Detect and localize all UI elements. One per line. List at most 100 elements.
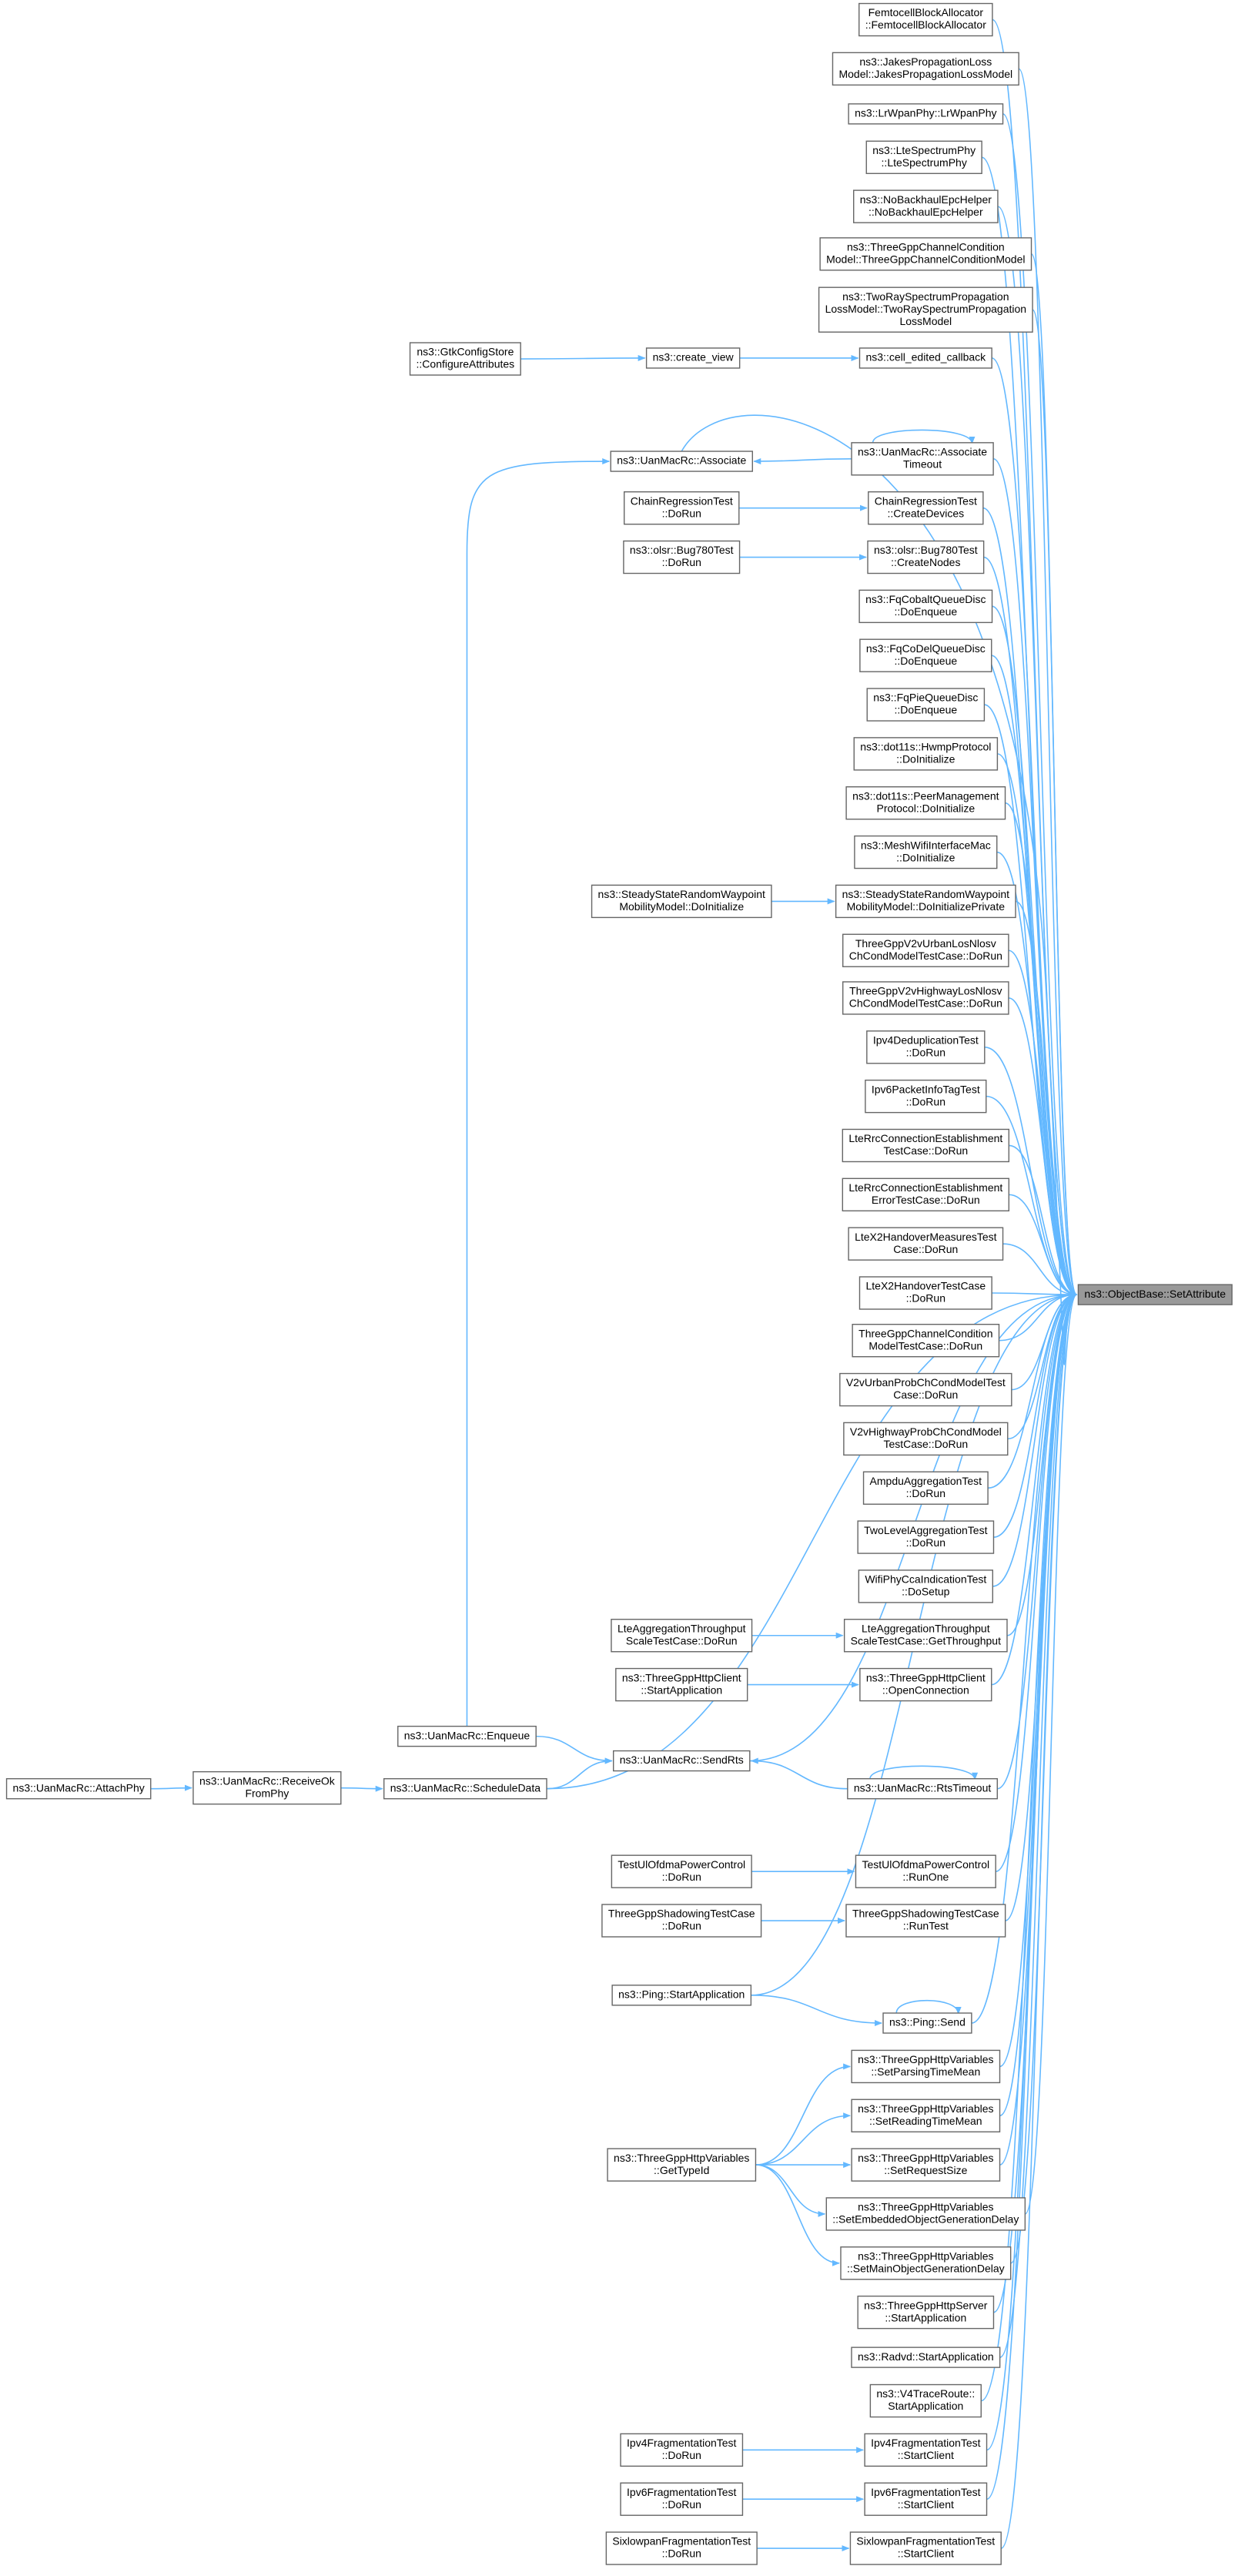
node-box — [591, 884, 772, 919]
function-node[interactable]: ns3::JakesPropagationLossModel::JakesPro… — [832, 52, 1019, 86]
node-box — [842, 981, 1009, 1015]
function-node[interactable]: LteAggregationThroughputScaleTestCase::D… — [611, 1619, 753, 1653]
function-node[interactable]: ns3::FqCoDelQueueDisc::DoEnqueue — [859, 638, 992, 672]
function-node[interactable]: WifiPhyCcaIndicationTest::DoSetup — [858, 1569, 993, 1603]
function-node[interactable]: ns3::FqPieQueueDisc::DoEnqueue — [866, 688, 986, 722]
function-node[interactable]: ns3::UanMacRc::RtsTimeout — [847, 1778, 998, 1800]
node-label: ::DoInitialize — [896, 851, 955, 863]
node-label: ns3::NoBackhaulEpcHelper — [860, 193, 992, 206]
function-node[interactable]: Ipv6FragmentationTest::StartClient — [864, 2482, 988, 2516]
node-box — [847, 1778, 998, 1800]
node-label: ThreeGppShadowingTestCase — [608, 1908, 755, 1920]
call-edge — [536, 1735, 613, 1764]
function-node[interactable]: ThreeGppShadowingTestCase::RunTest — [845, 1904, 1006, 1938]
function-node[interactable]: ThreeGppShadowingTestCase::DoRun — [601, 1904, 762, 1938]
function-node[interactable]: ns3::Radvd::StartApplication — [851, 2347, 1001, 2368]
function-node[interactable]: ns3::ThreeGppHttpVariables::SetMainObjec… — [840, 2246, 1012, 2280]
function-node[interactable]: ns3::Ping::Send — [882, 2012, 972, 2034]
node-label: TestUlOfdmaPowerControl — [617, 1858, 745, 1871]
function-node[interactable]: SixlowpanFragmentationTest::StartClient — [849, 2531, 1002, 2565]
function-node[interactable]: ns3::LrWpanPhy::LrWpanPhy — [848, 103, 1004, 125]
function-node[interactable]: TestUlOfdmaPowerControl::DoRun — [611, 1854, 752, 1888]
function-node[interactable]: ns3::UanMacRc::SendRts — [613, 1750, 751, 1772]
function-node[interactable]: ChainRegressionTest::CreateDevices — [868, 491, 984, 525]
function-node[interactable]: ThreeGppV2vHighwayLosNlosvChCondModelTes… — [842, 981, 1009, 1015]
function-node[interactable]: Ipv6PacketInfoTagTest::DoRun — [865, 1079, 987, 1114]
node-label: TestUlOfdmaPowerControl — [862, 1858, 989, 1871]
function-node[interactable]: ns3::UanMacRc::Enqueue — [397, 1725, 537, 1747]
function-node[interactable]: Ipv4FragmentationTest::StartClient — [864, 2433, 988, 2467]
function-node[interactable]: FemtocellBlockAllocator::FemtocellBlockA… — [858, 2, 993, 37]
function-node[interactable]: ns3::Ping::StartApplication — [611, 1985, 752, 2006]
node-box — [865, 140, 982, 174]
function-node[interactable]: ns3::SteadyStateRandomWaypointMobilityMo… — [591, 884, 772, 919]
call-edge — [1008, 997, 1078, 1298]
node-label: ::OpenConnection — [882, 1683, 969, 1696]
function-node[interactable]: ns3::LteSpectrumPhy::LteSpectrumPhy — [865, 140, 982, 174]
function-node[interactable]: ns3::UanMacRc::ScheduleData — [383, 1778, 547, 1800]
function-node[interactable]: ns3::dot11s::HwmpProtocol::DoInitialize — [853, 737, 999, 771]
call-edge — [992, 18, 1078, 1298]
function-node[interactable]: TestUlOfdmaPowerControl::RunOne — [855, 1854, 996, 1888]
node-box — [192, 1770, 342, 1805]
node-box — [868, 491, 984, 525]
function-node[interactable]: ns3::ThreeGppHttpClient::StartApplicatio… — [615, 1667, 748, 1702]
function-node[interactable]: ns3::ThreeGppChannelConditionModel::Thre… — [819, 237, 1032, 271]
function-node[interactable]: ns3::NoBackhaulEpcHelper::NoBackhaulEpcH… — [853, 189, 999, 223]
function-node[interactable]: LteAggregationThroughputScaleTestCase::G… — [843, 1619, 1008, 1653]
function-node[interactable]: ns3::olsr::Bug780Test::CreateNodes — [867, 540, 985, 574]
function-node[interactable]: LteRrcConnectionEstablishmentErrorTestCa… — [842, 1177, 1010, 1212]
node-label: TestCase::DoRun — [883, 1144, 968, 1157]
function-node[interactable]: ns3::UanMacRc::AttachPhy — [5, 1778, 152, 1800]
focus-node[interactable]: ns3::ObjectBase::SetAttribute — [1077, 1284, 1233, 1305]
node-label: ::NoBackhaulEpcHelper — [868, 206, 983, 218]
function-node[interactable]: ns3::ThreeGppHttpClient::OpenConnection — [859, 1667, 992, 1702]
node-label: V2vHighwayProbChCondModel — [850, 1425, 1002, 1438]
call-edge — [547, 1757, 613, 1790]
node-label: ns3::LrWpanPhy::LrWpanPhy — [855, 107, 996, 119]
function-node[interactable]: LteRrcConnectionEstablishmentTestCase::D… — [842, 1128, 1010, 1163]
node-label: MobilityModel::DoInitializePrivate — [847, 900, 1006, 913]
node-box — [610, 451, 753, 472]
function-node[interactable]: ns3::ThreeGppHttpVariables::GetTypeId — [607, 2148, 757, 2182]
function-node[interactable]: ns3::ThreeGppHttpServer::StartApplicatio… — [857, 2295, 995, 2330]
function-node[interactable]: ns3::ThreeGppHttpVariables::SetRequestSi… — [851, 2148, 1001, 2182]
function-node[interactable]: ns3::create_view — [645, 347, 741, 369]
function-node[interactable]: Ipv6FragmentationTest::DoRun — [620, 2482, 744, 2516]
function-node[interactable]: LteX2HandoverTestCase::DoRun — [858, 1276, 992, 1310]
node-label: ns3::ThreeGppHttpVariables — [858, 2102, 993, 2115]
function-node[interactable]: ns3::UanMacRc::Associate — [610, 451, 753, 472]
function-node[interactable]: ns3::ThreeGppHttpVariables::SetParsingTi… — [851, 2049, 1001, 2084]
function-node[interactable]: ns3::dot11s::PeerManagementProtocol::DoI… — [845, 786, 1006, 820]
function-node[interactable]: Ipv4DeduplicationTest::DoRun — [866, 1030, 986, 1064]
call-edge — [755, 2164, 840, 2266]
function-node[interactable]: ns3::MeshWifiInterfaceMac::DoInitialize — [854, 835, 998, 869]
function-node[interactable]: ns3::V4TraceRoute::StartApplication — [869, 2383, 982, 2418]
function-node[interactable]: SixlowpanFragmentationTest::DoRun — [605, 2531, 758, 2565]
function-node[interactable]: ns3::ThreeGppHttpVariables::SetEmbeddedO… — [825, 2197, 1026, 2231]
function-node[interactable]: ThreeGppChannelConditionModelTestCase::D… — [852, 1324, 1000, 1358]
function-node[interactable]: ns3::ThreeGppHttpVariables::SetReadingTi… — [851, 2099, 1001, 2132]
function-node[interactable]: ns3::SteadyStateRandomWaypointMobilityMo… — [835, 884, 1016, 919]
function-node[interactable]: Ipv4FragmentationTest::DoRun — [620, 2433, 744, 2467]
node-label: ns3::UanMacRc::RtsTimeout — [854, 1781, 992, 1794]
function-node[interactable]: ChainRegressionTest::DoRun — [624, 491, 740, 525]
node-label: WifiPhyCcaIndicationTest — [865, 1573, 986, 1586]
node-label: Ipv4FragmentationTest — [871, 2437, 981, 2449]
function-node[interactable]: ns3::olsr::Bug780Test::DoRun — [623, 540, 741, 574]
function-node[interactable]: TwoLevelAggregationTest::DoRun — [857, 1520, 995, 1554]
node-label: ::StartApplication — [641, 1683, 722, 1696]
function-node[interactable]: ThreeGppV2vUrbanLosNlosvChCondModelTestC… — [842, 933, 1009, 967]
function-node[interactable]: AmpduAggregationTest::DoRun — [862, 1471, 989, 1505]
node-label: FromPhy — [245, 1787, 289, 1799]
function-node[interactable]: ns3::TwoRaySpectrumPropagationLossModel:… — [818, 286, 1033, 333]
function-node[interactable]: ns3::FqCobaltQueueDisc::DoEnqueue — [858, 589, 993, 624]
function-node[interactable]: ns3::GtkConfigStore::ConfigureAttributes — [409, 342, 521, 376]
node-label: ns3::UanMacRc::ReceiveOk — [199, 1774, 336, 1787]
function-node[interactable]: ns3::cell_edited_callback — [858, 347, 992, 369]
